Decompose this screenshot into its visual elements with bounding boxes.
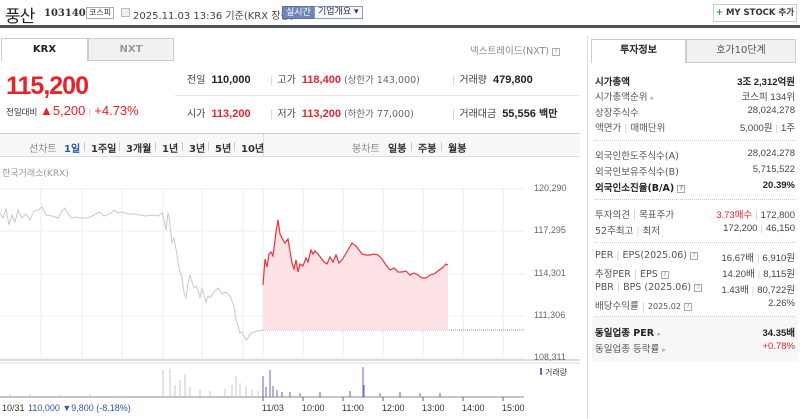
help-icon[interactable]: ? — [677, 184, 686, 193]
help-icon[interactable]: ? — [690, 251, 699, 260]
candle-chart-label: 봉차트 — [352, 144, 380, 155]
volume: | 거래량 479,800 — [452, 74, 533, 86]
x-tick: 10:00 — [302, 403, 325, 413]
help-icon[interactable]: ? — [684, 302, 692, 311]
per-eps-row: PER | EPS(2025.06)? 16.67배 | 6,910원 — [595, 250, 795, 264]
stock-name: 풍산 — [5, 7, 35, 27]
volume-legend: 거래량 — [540, 367, 567, 378]
page-header — [0, 0, 800, 28]
tab-krx[interactable]: KRX — [1, 38, 88, 61]
period-10y[interactable]: 10년 — [241, 144, 265, 155]
period-3y[interactable]: 3년 — [189, 144, 206, 155]
x-tick: 14:00 — [462, 403, 485, 413]
x-tick: 12:00 — [382, 403, 405, 413]
realtime-button[interactable]: 실시간 — [282, 6, 315, 19]
candle-weekly[interactable]: 주봉 — [418, 144, 437, 155]
foreign-limit-row: 외국인한도주식수(A) 28,024,278 — [595, 148, 795, 162]
chevron-right-icon: ▸ — [650, 94, 654, 102]
y-tick: 120,290 — [534, 183, 567, 193]
x-tick: 13:00 — [422, 403, 445, 413]
trade-amount: | 거래대금 55,556 백만 — [452, 108, 558, 120]
prev-day-summary: 110,000 ▼9,800 (-8.18%) — [28, 403, 131, 413]
chevron-right-icon: ▸ — [662, 346, 666, 354]
w52-row: 52주최고 | 최저 172,200 | 46,150 — [595, 223, 795, 237]
low-price: | 저가 113,200 (하한가 77,000) — [270, 108, 414, 120]
high-price: | 고가 118,400 (상한가 143,000) — [270, 74, 420, 86]
price-change: 전일대비 ▲5,200 | +4.73% — [6, 103, 139, 118]
open-price: 시가 113,200 — [187, 108, 251, 120]
foreign-ratio-row: 외국인소진율(B/A)? 20.39% — [595, 180, 795, 194]
plus-icon: + — [715, 8, 723, 18]
calendar-icon — [121, 8, 130, 17]
period-3m[interactable]: 3개월 — [126, 144, 152, 155]
par-unit-row: 액면가 | 매매단위 5,000원 | 1주 — [595, 123, 795, 134]
candle-daily[interactable]: 일봉 — [388, 144, 407, 155]
pbr-bps-row: PBR | BPS (2025.06)? 1.43배 | 80,722원 — [595, 282, 795, 296]
market-cap-rank-row[interactable]: 시가총액순위 ▸ 코스피 134위 — [595, 92, 795, 103]
change-value: ▲5,200 — [39, 103, 86, 118]
current-price: 115,200 — [6, 72, 89, 100]
x-tick: 11:00 — [342, 403, 364, 413]
tab-order-book[interactable]: 호가10단계 — [686, 39, 796, 63]
y-tick: 111,306 — [534, 310, 566, 320]
listed-shares-row: 상장주식수 28,024,278 — [595, 105, 795, 119]
dividend-row: 배당수익률 | 2025.02? 2.26% — [595, 298, 795, 312]
period-1y[interactable]: 1년 — [162, 144, 179, 155]
price-chart-svg — [0, 188, 580, 401]
market-badge: 코스피 — [86, 7, 115, 19]
exchange-tabs: KRX NXT — [1, 38, 174, 61]
est-per-eps-row: 추정PER | EPS? 14.20배 | 8,115원 — [595, 269, 795, 280]
company-info-dropdown[interactable]: 기업개요 ▾ — [314, 6, 363, 19]
investment-info-panel: 투자정보 호가10단계 시가총액 3조 2,312억원 시가총액순위 ▸ 코스피 1… — [587, 35, 800, 419]
chart-period-bar: 선차트 1일 1주일 3개월 1년 3년 5년 10년 봉차트 일봉 주봉 월봉 — [0, 133, 580, 157]
help-icon[interactable]: ? — [660, 270, 669, 279]
add-my-stock-label: MY STOCK 추가 — [725, 8, 795, 18]
period-5y[interactable]: 5년 — [215, 144, 232, 155]
x-tick: 10/31 — [2, 403, 25, 413]
prev-close: 전일 110,000 — [187, 74, 251, 86]
sector-change-row[interactable]: 동일업종 등락률 ▸ +0.78% — [595, 341, 795, 355]
market-cap-row: 시가총액 3조 2,312억원 — [595, 77, 795, 88]
x-tick: 11/03 — [262, 403, 284, 413]
y-tick: 117,295 — [534, 225, 566, 235]
period-1d[interactable]: 1일 — [64, 144, 81, 155]
y-tick: 108,311 — [534, 352, 566, 362]
opinion-target-row: 투자의견 | 목표주가 3.73매수 | 172,800 — [595, 210, 795, 221]
line-chart-label: 선차트 — [29, 144, 57, 155]
stock-code: 103140 — [44, 8, 86, 19]
chevron-right-icon: ▸ — [657, 330, 661, 338]
candle-monthly[interactable]: 월봉 — [448, 144, 467, 155]
sector-box — [592, 317, 798, 361]
y-tick: 114,301 — [534, 268, 566, 278]
change-label: 전일대비 — [6, 108, 38, 118]
chart-source-label: 한국거래소(KRX) — [2, 169, 69, 179]
tab-investment-info[interactable]: 투자정보 — [591, 39, 686, 63]
intraday-price-chart[interactable]: 120,290 117,295 114,301 111,306 108,311 … — [0, 180, 580, 419]
sector-per-row[interactable]: 동일업종 PER ▸ 34.35배 — [595, 328, 795, 339]
help-icon[interactable]: ? — [552, 47, 561, 56]
foreign-hold-row: 외국인보유주식수(B) 5,715,522 — [595, 164, 795, 178]
period-1w[interactable]: 1주일 — [91, 144, 117, 155]
x-tick: 15:00 — [502, 403, 525, 413]
tab-nxt[interactable]: NXT — [88, 38, 174, 61]
quote-datetime: 2025.11.03 13:36 기준(KRX 장중) — [133, 11, 294, 22]
change-percent: +4.73% — [94, 103, 139, 118]
help-icon[interactable]: ? — [694, 283, 703, 292]
add-my-stock-button[interactable]: + MY STOCK 추가 — [713, 4, 797, 22]
nxt-link-label: 넥스트레이드(NXT) — [470, 46, 550, 57]
nxt-info-link[interactable]: 넥스트레이드(NXT)? — [470, 43, 561, 57]
